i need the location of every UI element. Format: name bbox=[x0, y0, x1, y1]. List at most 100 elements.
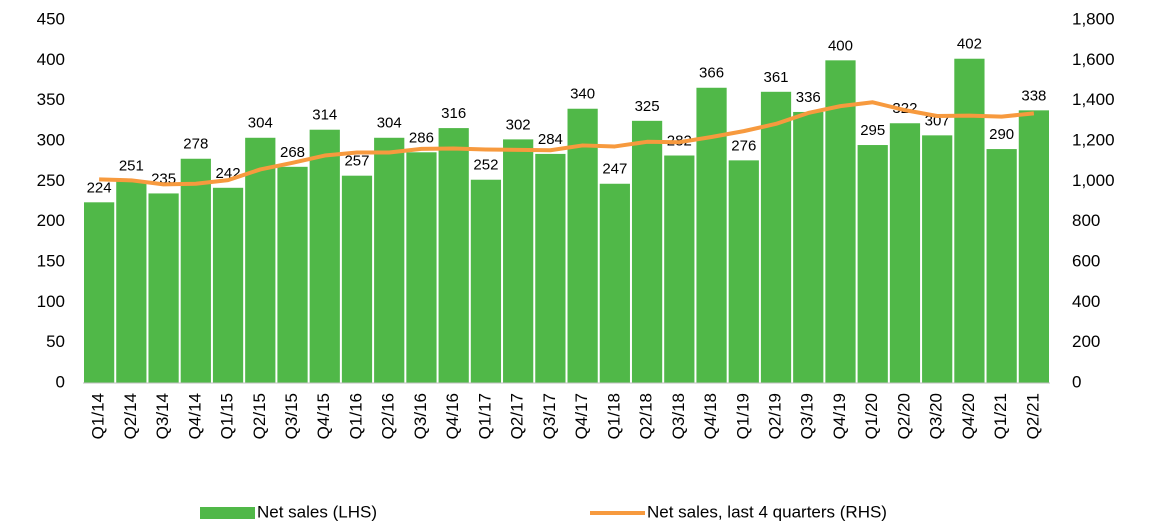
value-label: 286 bbox=[409, 129, 434, 146]
x-tick-label: Q1/19 bbox=[733, 393, 752, 439]
value-label: 361 bbox=[764, 69, 789, 86]
value-label: 295 bbox=[860, 122, 885, 139]
value-label: 304 bbox=[248, 115, 273, 132]
value-label: 276 bbox=[731, 137, 756, 154]
x-tick-label: Q4/16 bbox=[443, 393, 462, 439]
x-tick-label: Q4/14 bbox=[185, 393, 204, 439]
value-label: 400 bbox=[828, 37, 853, 54]
x-tick-label: Q1/16 bbox=[346, 393, 365, 439]
y-tick-label: 250 bbox=[37, 171, 65, 190]
value-label: 247 bbox=[602, 161, 627, 178]
x-tick-label: Q1/15 bbox=[218, 393, 237, 439]
bar bbox=[148, 193, 179, 383]
y-tick-label: 200 bbox=[37, 211, 65, 230]
x-tick-label: Q4/19 bbox=[830, 393, 849, 439]
x-tick-label: Q2/18 bbox=[637, 393, 656, 439]
bar bbox=[406, 152, 437, 383]
bar bbox=[631, 120, 663, 383]
legend-label: Net sales (LHS) bbox=[257, 502, 377, 521]
value-label: 336 bbox=[796, 89, 821, 106]
bar bbox=[857, 145, 888, 383]
x-tick-label: Q3/20 bbox=[927, 393, 946, 439]
x-tick-label: Q3/18 bbox=[669, 393, 688, 439]
x-tick-label: Q1/14 bbox=[89, 393, 108, 439]
x-tick-label: Q1/17 bbox=[475, 393, 494, 439]
x-tick-label: Q1/20 bbox=[862, 393, 881, 439]
bar bbox=[470, 179, 502, 383]
y2-tick-label: 1,400 bbox=[1072, 90, 1115, 109]
y-tick-label: 450 bbox=[37, 9, 65, 28]
x-tick-label: Q4/15 bbox=[314, 393, 333, 439]
x-tick-label: Q3/15 bbox=[282, 393, 301, 439]
y-tick-label: 150 bbox=[37, 251, 65, 270]
y2-tick-label: 0 bbox=[1072, 372, 1081, 391]
value-label: 284 bbox=[538, 131, 563, 148]
x-tick-label: Q2/21 bbox=[1023, 393, 1042, 439]
x-tick-label: Q4/20 bbox=[959, 393, 978, 439]
x-tick-label: Q1/21 bbox=[991, 393, 1010, 439]
bar bbox=[728, 160, 759, 383]
value-label: 316 bbox=[441, 105, 466, 122]
legend-swatch bbox=[200, 507, 255, 519]
x-tick-label: Q2/15 bbox=[250, 393, 269, 439]
x-tick-label: Q2/17 bbox=[508, 393, 527, 439]
y2-tick-label: 600 bbox=[1072, 251, 1100, 270]
x-tick-label: Q1/18 bbox=[604, 393, 623, 439]
x-tick-label: Q3/17 bbox=[540, 393, 559, 439]
bar bbox=[245, 137, 276, 383]
value-label: 251 bbox=[119, 157, 144, 174]
bar bbox=[889, 123, 921, 384]
y2-tick-label: 800 bbox=[1072, 211, 1100, 230]
line bbox=[99, 100, 1035, 187]
y2-tick-label: 1,200 bbox=[1072, 130, 1115, 149]
value-label: 252 bbox=[473, 157, 498, 174]
y-tick-label: 50 bbox=[46, 332, 65, 351]
bar bbox=[986, 149, 1017, 383]
legend-label: Net sales, last 4 quarters (RHS) bbox=[647, 502, 887, 521]
bar bbox=[84, 202, 115, 383]
value-label: 302 bbox=[506, 116, 531, 133]
value-label: 338 bbox=[1021, 87, 1046, 104]
value-label: 290 bbox=[989, 126, 1014, 143]
y-tick-label: 400 bbox=[37, 50, 65, 69]
x-tick-label: Q2/16 bbox=[379, 393, 398, 439]
y2-tick-label: 200 bbox=[1072, 332, 1100, 351]
y2-tick-label: 1,600 bbox=[1072, 50, 1115, 69]
bar bbox=[567, 108, 598, 383]
y2-tick-label: 400 bbox=[1072, 292, 1100, 311]
bar bbox=[438, 128, 469, 383]
y2-tick-label: 1,000 bbox=[1072, 171, 1115, 190]
value-label: 278 bbox=[183, 136, 208, 153]
bar bbox=[1018, 110, 1049, 383]
bar bbox=[760, 91, 792, 383]
x-tick-label: Q4/17 bbox=[572, 393, 591, 439]
value-label: 304 bbox=[377, 115, 402, 132]
bar bbox=[180, 158, 211, 383]
bar bbox=[341, 175, 373, 383]
bar bbox=[503, 139, 534, 383]
bar bbox=[374, 137, 405, 383]
bar bbox=[116, 180, 147, 383]
value-label: 340 bbox=[570, 86, 595, 103]
bar bbox=[535, 153, 566, 383]
value-label: 268 bbox=[280, 144, 305, 161]
value-label: 366 bbox=[699, 65, 724, 82]
x-tick-label: Q3/14 bbox=[153, 393, 172, 439]
value-label: 314 bbox=[312, 107, 337, 124]
x-tick-label: Q2/19 bbox=[766, 393, 785, 439]
y-tick-label: 350 bbox=[37, 90, 65, 109]
y-tick-label: 0 bbox=[56, 372, 65, 391]
value-label: 257 bbox=[344, 153, 369, 170]
x-tick-label: Q4/18 bbox=[701, 393, 720, 439]
bar bbox=[599, 183, 630, 383]
value-label: 224 bbox=[87, 179, 112, 196]
bar bbox=[212, 187, 244, 383]
bar bbox=[309, 129, 340, 383]
x-tick-label: Q2/14 bbox=[121, 393, 140, 439]
bar bbox=[954, 58, 985, 383]
y2-tick-label: 1,800 bbox=[1072, 9, 1115, 28]
x-tick-label: Q3/16 bbox=[411, 393, 430, 439]
y-tick-label: 100 bbox=[37, 292, 65, 311]
bar bbox=[793, 111, 824, 384]
